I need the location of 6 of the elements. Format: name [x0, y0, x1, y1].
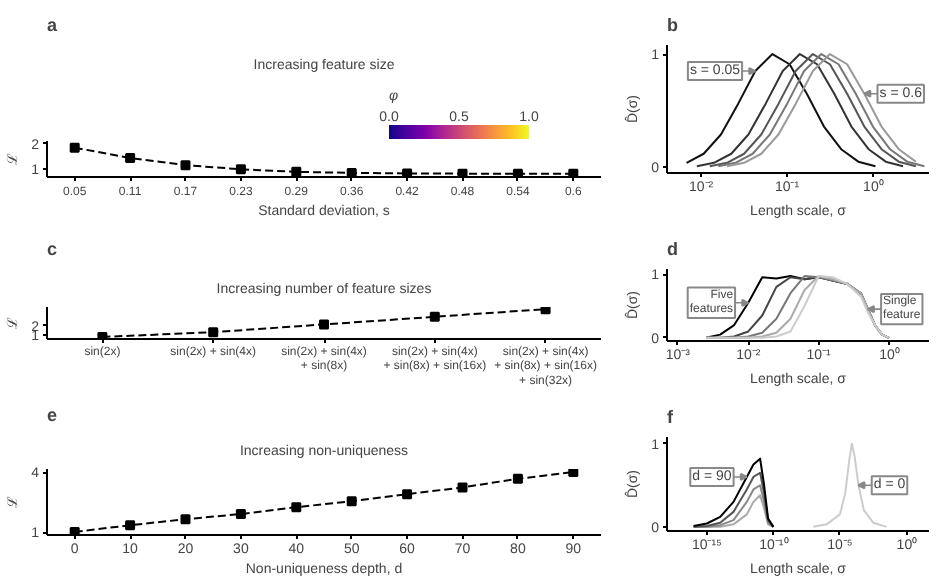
chart-title: b: [667, 15, 679, 35]
chart-title: e: [47, 405, 58, 425]
chart-title: c: [47, 239, 58, 259]
chart-title: f: [667, 407, 675, 427]
chart-title: d: [667, 239, 678, 259]
chart-title: a: [47, 15, 59, 35]
